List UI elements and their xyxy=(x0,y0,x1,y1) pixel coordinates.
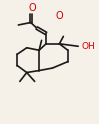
Text: O: O xyxy=(55,11,63,21)
Text: OH: OH xyxy=(81,42,95,51)
Text: O: O xyxy=(28,3,36,13)
